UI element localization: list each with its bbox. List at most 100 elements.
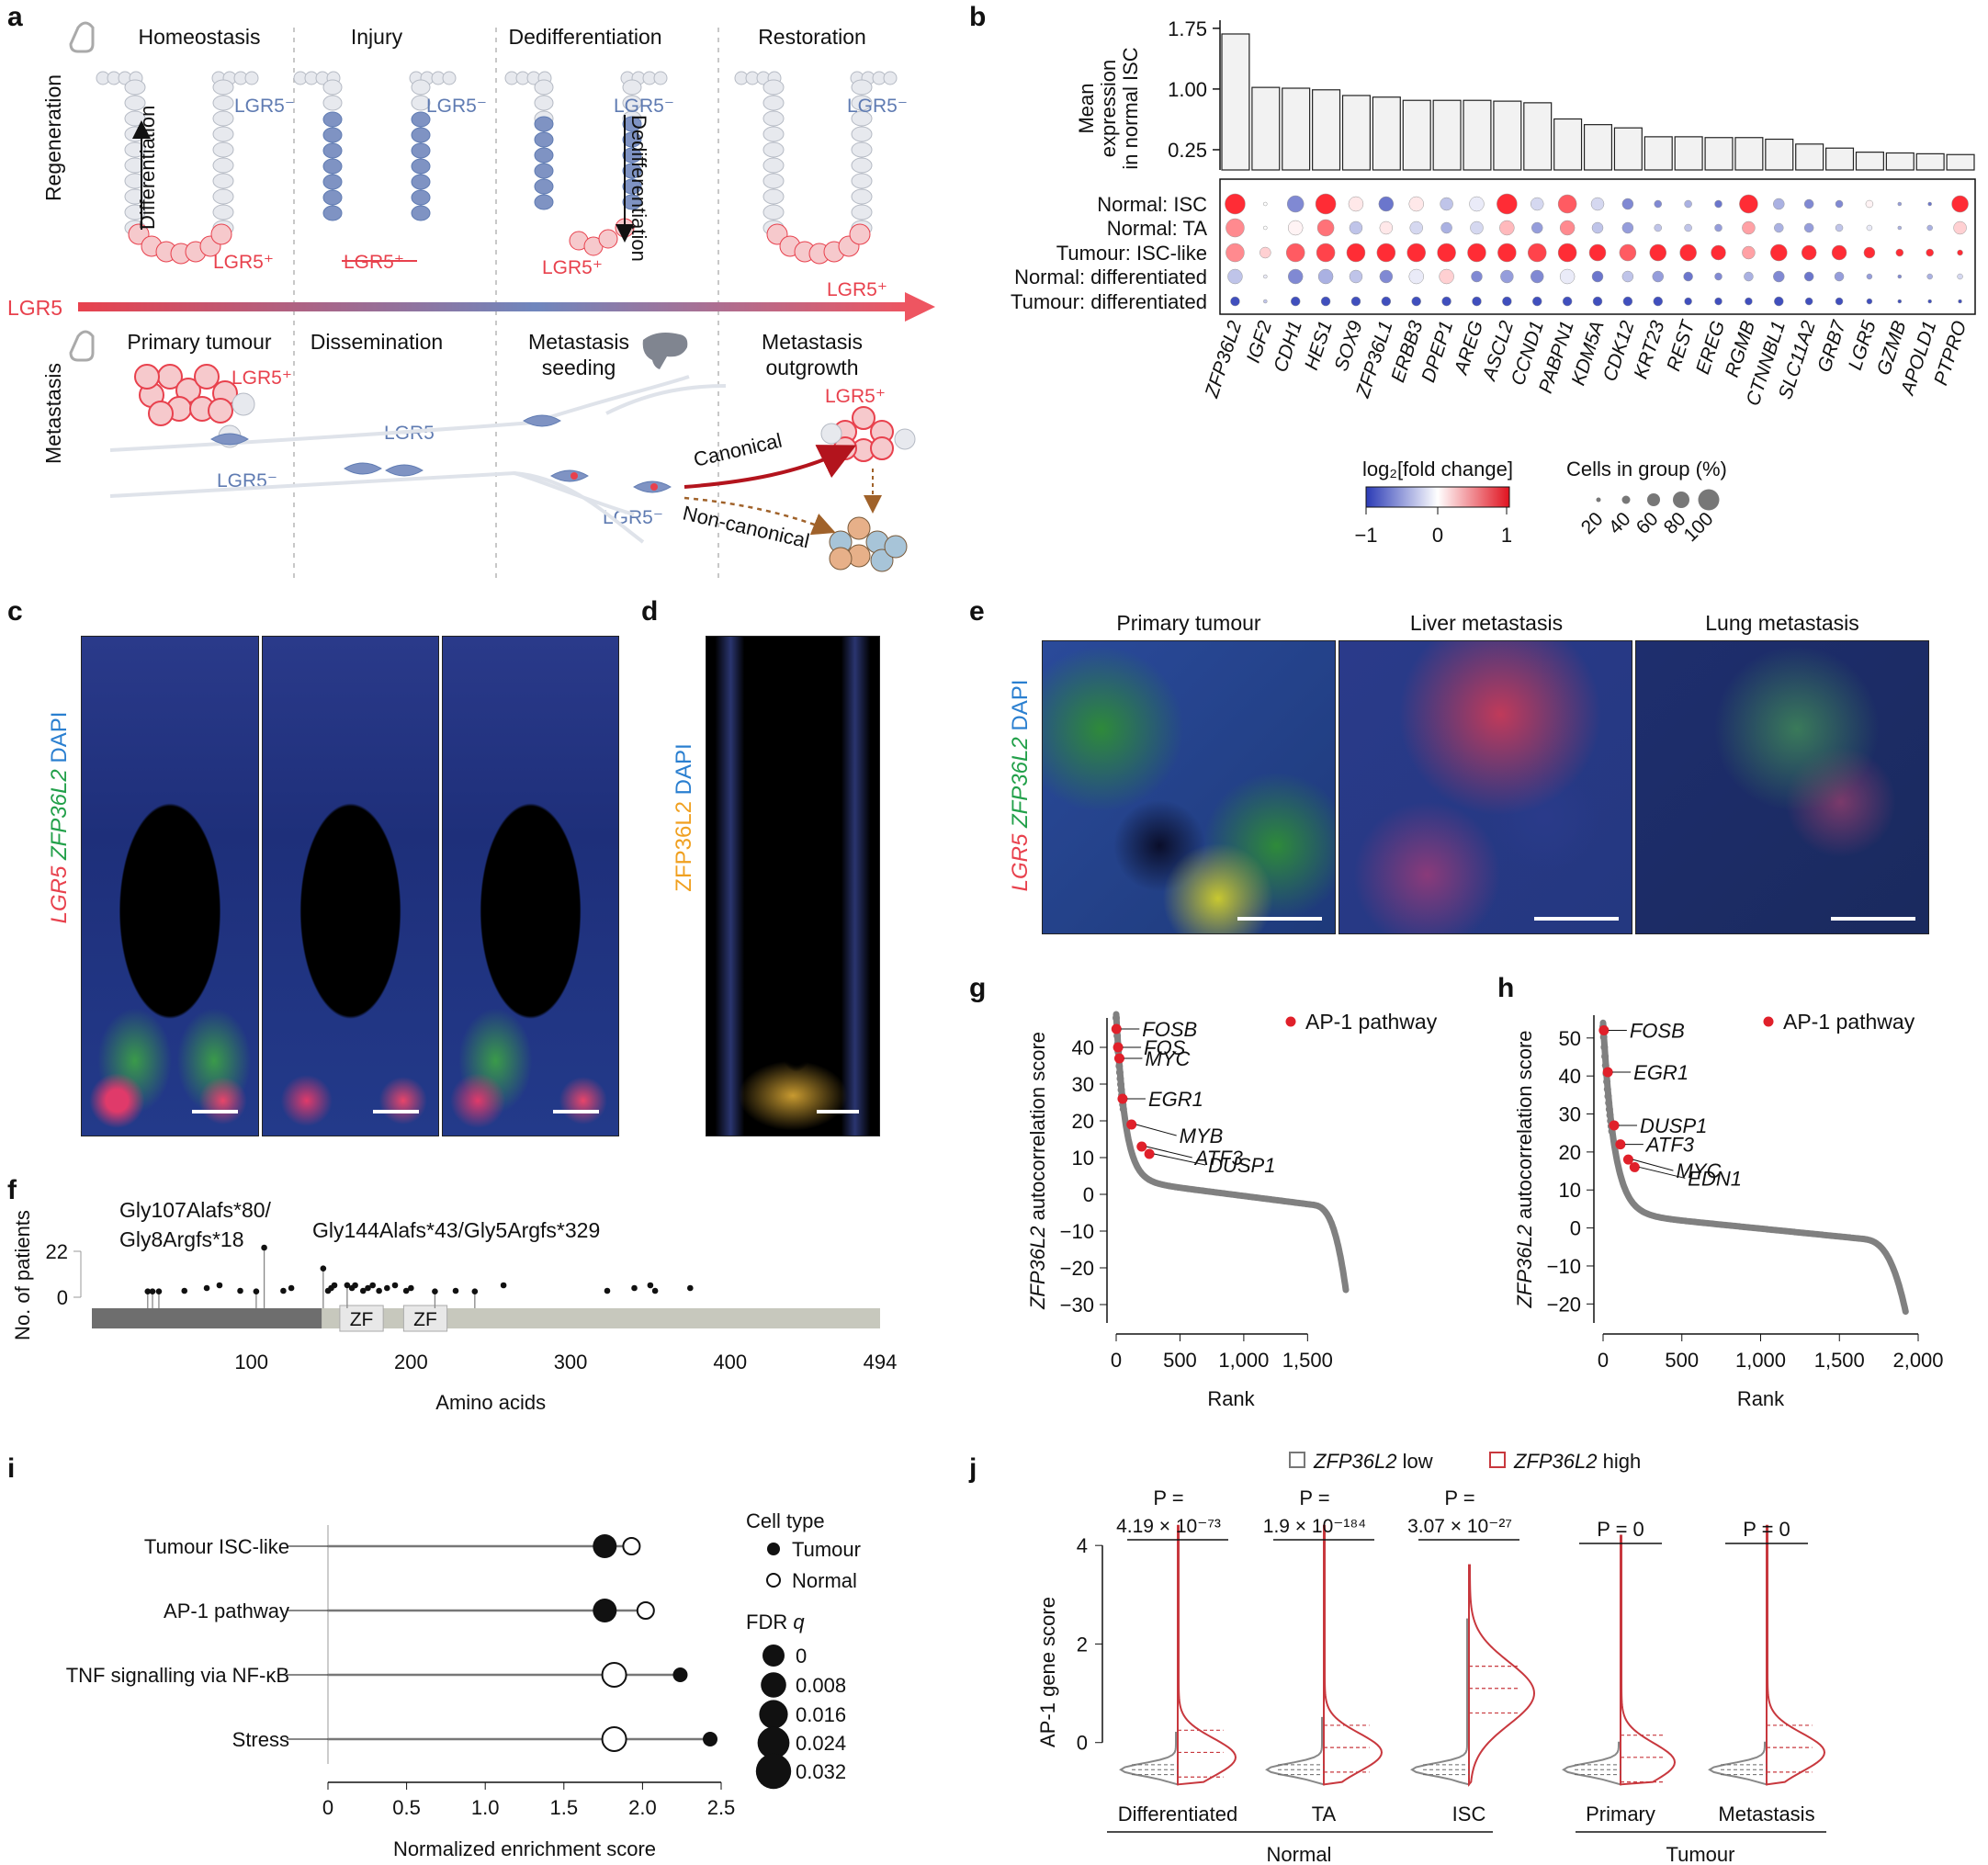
crypt-cell: [851, 79, 873, 96]
zf-domain: [402, 1305, 448, 1332]
scale-bar: [1237, 917, 1322, 921]
dot-CCND1: [1531, 296, 1542, 307]
ytick-label: 0: [1077, 1732, 1088, 1755]
outgrowth-cell: [852, 406, 875, 430]
dot-ZFP36L1: [1379, 269, 1394, 284]
dot-RGMB: [1744, 271, 1754, 282]
legend-label: AP-1 pathway: [1783, 1010, 1915, 1034]
violin-low: [1410, 1618, 1470, 1786]
tumour-point: [593, 1599, 617, 1622]
label-leader: [1639, 1166, 1686, 1179]
ytick-label: −10: [1547, 1255, 1581, 1278]
dot-ASCL2: [1497, 193, 1518, 215]
dot-ERBB3: [1408, 268, 1424, 285]
category-label: AP-1 pathway: [164, 1599, 289, 1622]
f-ylabel: No. of patients: [11, 1210, 34, 1340]
tumour-cell: [194, 364, 220, 390]
mutation-dot: [280, 1287, 287, 1294]
crypt-cell: [851, 173, 873, 189]
mutation-dot: [452, 1287, 459, 1294]
dot-EREG: [1714, 199, 1723, 209]
mean-expression-bar: [1704, 137, 1734, 171]
xtick-label: 1.5: [550, 1796, 579, 1819]
dot-PTPRO: [1958, 299, 1962, 304]
dot-SOX9: [1348, 196, 1364, 212]
mutation-dot: [359, 1287, 367, 1294]
mean-expression-bar: [1432, 99, 1462, 171]
mutation-dot: [352, 1282, 358, 1289]
crypt-cell: [653, 71, 668, 85]
crypt-cell: [762, 204, 785, 220]
ylabel: AP-1 gene score: [1036, 1597, 1059, 1747]
microscopy-image-c2: [262, 636, 439, 1136]
crypt-cell: [762, 141, 785, 158]
xtick-label: 1.0: [471, 1796, 500, 1819]
ap1-point: [1136, 1141, 1147, 1152]
nucleus: [650, 483, 658, 491]
legend-tumour-dot: [767, 1543, 780, 1555]
xtick-label: 0: [322, 1796, 333, 1819]
ytick-label: 0: [1083, 1183, 1094, 1206]
mean-expression-bar: [1493, 100, 1522, 171]
legend-high-swatch: [1489, 1452, 1506, 1468]
ytick-label: 20: [1072, 1110, 1094, 1133]
ap1-point: [1609, 1120, 1620, 1131]
mutation-dot: [432, 1288, 438, 1295]
mean-expression-bar: [1674, 136, 1703, 171]
lgr5-pos-label: LGR5⁺: [213, 252, 274, 273]
dot-HES1: [1317, 268, 1334, 285]
size-legend-label: 60: [1632, 508, 1663, 538]
mutation-dot: [651, 1287, 659, 1294]
zf-domain-label: ZF: [350, 1309, 374, 1330]
gene-label: ZFP36L2: [1201, 318, 1246, 401]
noncanonical-cell: [847, 516, 871, 540]
ytick-label: 10: [1072, 1147, 1094, 1170]
row-label-metastasis: Metastasis: [41, 363, 65, 464]
group-label: Differentiated: [1118, 1803, 1237, 1825]
mutation-dot: [261, 1244, 267, 1251]
ap1-point: [1629, 1161, 1640, 1172]
rank-point: [1113, 1014, 1120, 1022]
row-label-regeneration: Regeneration: [41, 74, 65, 201]
crypt-cell: [622, 95, 642, 111]
panel-b-dotplot: 1.75 1.00 0.25 Mean expression in normal I…: [1011, 17, 1976, 547]
legend-fdr-dot: [757, 1726, 790, 1759]
size-legend-dot: [1673, 492, 1689, 508]
ylabel: ZFP36L2 autocorrelation score: [1513, 1030, 1536, 1308]
violin-low: [1265, 1716, 1325, 1786]
violin-high: [1177, 1524, 1237, 1786]
crypt-cell: [622, 116, 642, 132]
dot-SLC11A2: [1803, 271, 1814, 282]
dot-CDK12: [1621, 221, 1634, 234]
ytick-label: −20: [1547, 1293, 1581, 1316]
dot-ZFP36L1: [1376, 243, 1396, 263]
intestine-icon: [69, 21, 95, 53]
outgrowth-cell: [820, 423, 842, 445]
mutation-dot: [144, 1288, 152, 1295]
dot-PTPRO: [1951, 195, 1969, 213]
xtick-label: 2.5: [707, 1796, 736, 1819]
panel-label-g: g: [969, 973, 986, 1003]
disseminated-cell: [385, 464, 424, 477]
dot-GRB7: [1831, 244, 1847, 261]
dot-AREG: [1467, 243, 1486, 263]
dot-CDK12: [1619, 243, 1637, 262]
violin-high: [1620, 1534, 1677, 1786]
crypt-cell: [322, 95, 343, 111]
crypt-cell: [534, 79, 554, 96]
mean-expression-bar: [1765, 138, 1794, 171]
crypt-cell: [124, 204, 146, 220]
mutation-dot: [203, 1284, 210, 1292]
crypt-cell: [851, 141, 873, 158]
stage-dedifferentiation: Dedifferentiation: [508, 25, 661, 49]
crypt-cell: [762, 188, 785, 205]
rank-point: [1603, 1078, 1611, 1086]
ytick-label: 50: [1559, 1027, 1581, 1050]
liver-icon: [642, 333, 688, 369]
crypt-cell: [762, 173, 785, 189]
panel-label-e: e: [969, 596, 985, 627]
truncated-region: [92, 1308, 322, 1328]
crypt-cell: [622, 79, 642, 96]
legend-fdr-label: 0.016: [796, 1703, 846, 1726]
